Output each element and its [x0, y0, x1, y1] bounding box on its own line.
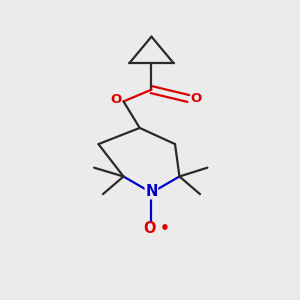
Text: •: • — [160, 220, 170, 236]
Text: O: O — [110, 93, 122, 106]
Text: N: N — [145, 184, 158, 199]
Text: O: O — [190, 92, 201, 105]
Text: O: O — [144, 220, 156, 236]
